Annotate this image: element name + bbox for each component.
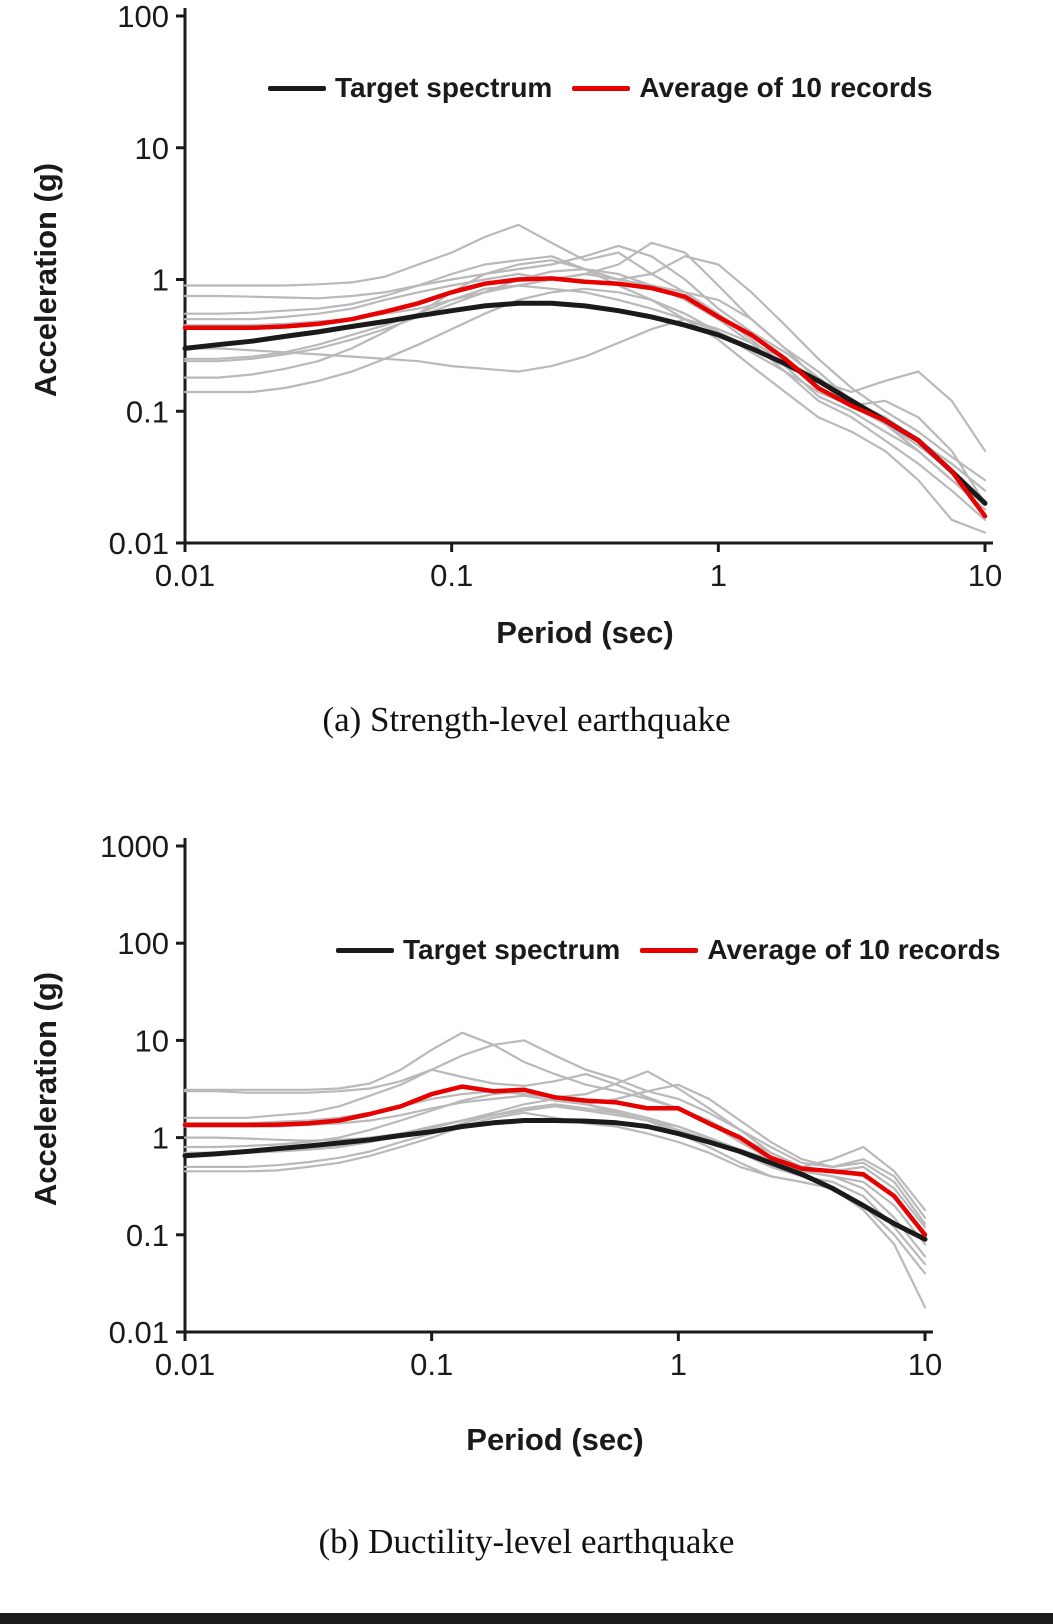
y-tick-label: 0.01 bbox=[109, 526, 169, 561]
average-line-swatch bbox=[572, 85, 631, 91]
chart-a-plot: 0.01 0.1 1 10 0.01 0.1 1 10 100 bbox=[109, 0, 1003, 593]
record-line bbox=[183, 255, 987, 482]
x-tick-label: 0.01 bbox=[155, 1347, 215, 1382]
y-tick-label: 10 bbox=[135, 1023, 169, 1058]
target-spectrum-line bbox=[182, 300, 988, 506]
legend-a: Target spectrum Average of 10 records bbox=[268, 70, 932, 106]
x-tick-label: 10 bbox=[968, 558, 1002, 593]
x-tick-label: 1 bbox=[670, 1347, 687, 1382]
x-axis-label-b: Period (sec) bbox=[466, 1422, 644, 1457]
y-tick-label: 1 bbox=[152, 1121, 169, 1156]
y-tick-label: 100 bbox=[117, 926, 169, 961]
y-tick-label: 100 bbox=[117, 0, 169, 34]
record-line bbox=[183, 259, 987, 534]
y-tick-label: 0.01 bbox=[109, 1315, 169, 1350]
chart-b-plot: 0.01 0.1 1 10 0.01 0.1 1 10 100 1000 bbox=[100, 829, 942, 1382]
x-tick-label: 0.01 bbox=[155, 558, 215, 593]
legend-label-average: Average of 10 records bbox=[639, 72, 933, 103]
average-line-swatch bbox=[640, 947, 699, 953]
x-axis-label-a: Period (sec) bbox=[496, 615, 674, 650]
average-line bbox=[182, 276, 988, 519]
record-line bbox=[183, 1031, 927, 1229]
legend-label-target: Target spectrum bbox=[335, 72, 553, 103]
x-tick-label: 10 bbox=[908, 1347, 942, 1382]
caption-a: (a) Strength-level earthquake bbox=[322, 700, 731, 739]
y-tick-label: 1 bbox=[152, 263, 169, 298]
caption-b: (b) Ductility-level earthquake bbox=[318, 1522, 735, 1561]
target-spectrum-swatch bbox=[268, 85, 326, 91]
x-tick-label: 0.1 bbox=[410, 1347, 453, 1382]
record-line bbox=[183, 1039, 927, 1219]
y-axis-label-a: Acceleration (g) bbox=[28, 162, 63, 398]
record-line bbox=[183, 284, 987, 452]
axes bbox=[183, 838, 933, 1334]
record-line bbox=[183, 1103, 927, 1275]
legend-label-average: Average of 10 records bbox=[707, 934, 1001, 965]
x-tick-label: 0.1 bbox=[430, 558, 473, 593]
y-tick-label: 1000 bbox=[100, 829, 169, 864]
y-tick-label: 0.1 bbox=[126, 394, 169, 429]
record-line bbox=[183, 223, 987, 505]
legend-b: Target spectrum Average of 10 records bbox=[336, 932, 1000, 968]
x-tick-label: 1 bbox=[710, 558, 727, 593]
y-axis-label-b: Acceleration (g) bbox=[28, 971, 63, 1207]
page-bottom-rule bbox=[0, 1613, 1053, 1624]
average-line bbox=[182, 1084, 928, 1238]
target-spectrum-swatch bbox=[336, 947, 394, 953]
record-line bbox=[183, 1111, 927, 1309]
y-tick-label: 10 bbox=[135, 131, 169, 166]
target-spectrum-line bbox=[182, 1118, 928, 1242]
y-tick-label: 0.1 bbox=[126, 1218, 169, 1253]
legend-label-target: Target spectrum bbox=[403, 934, 621, 965]
